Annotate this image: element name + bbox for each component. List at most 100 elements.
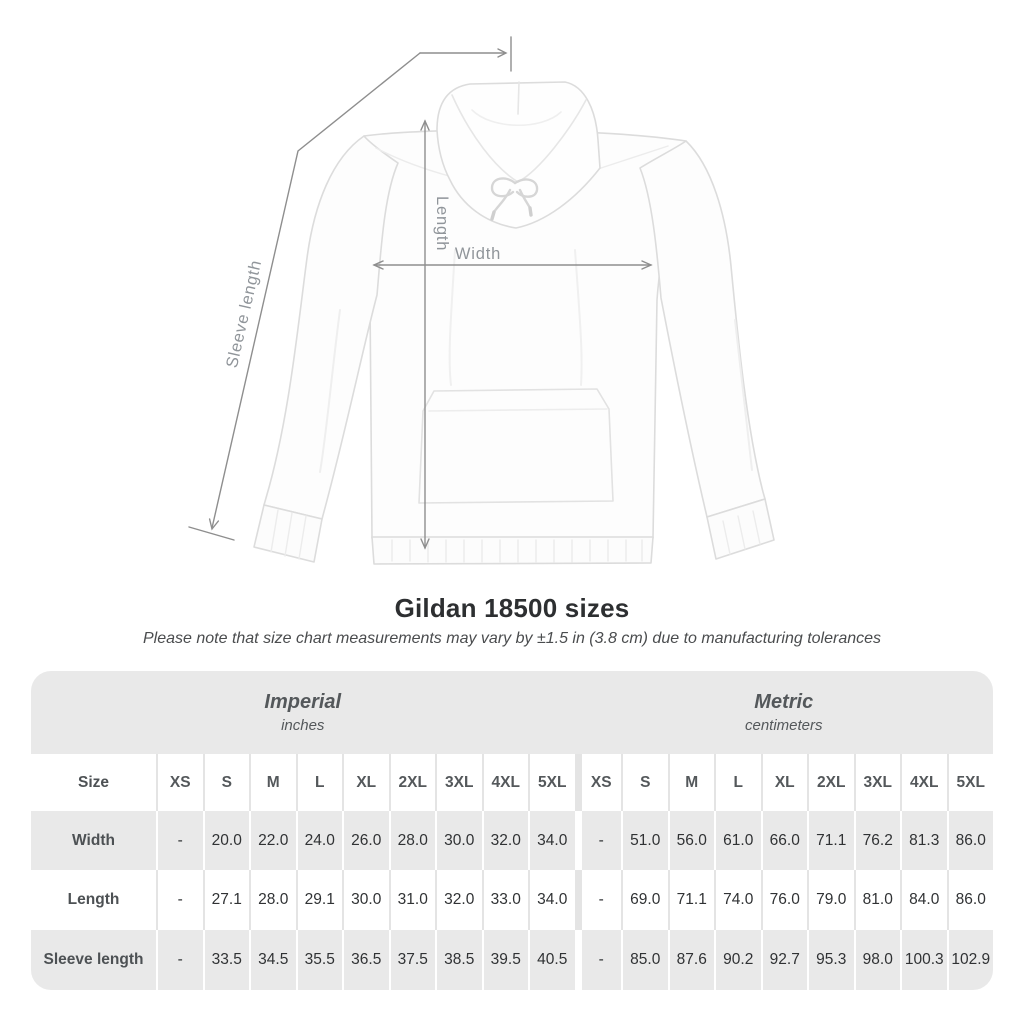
hood-inner-fold (471, 109, 562, 127)
metric-value: 76.2 (853, 811, 900, 870)
imperial-size-header-xs: XS (156, 754, 203, 811)
hood-center-seam (517, 81, 520, 115)
imperial-label: Imperial (264, 691, 342, 713)
body-fold-lines (448, 249, 583, 386)
metric-value: 76.0 (760, 870, 807, 930)
imperial-size-header-s: S (202, 754, 249, 811)
metric-size-header-xl: XL (760, 754, 807, 811)
metric-value: 71.1 (807, 811, 854, 870)
arrowhead-down-left (208, 518, 220, 531)
imperial-value: 27.1 (202, 870, 249, 930)
metric-value: 56.0 (667, 811, 714, 870)
imperial-size-header-3xl: 3XL (435, 754, 482, 811)
imperial-value: 29.1 (295, 870, 342, 930)
imperial-value: 33.5 (202, 930, 249, 990)
imperial-size-header-4xl: 4XL (481, 754, 528, 811)
imperial-value: 40.5 (528, 930, 575, 990)
left-sleeve (263, 135, 399, 520)
imperial-value: 39.5 (481, 930, 528, 990)
arrowhead-right (497, 48, 508, 58)
width-line (372, 260, 653, 270)
imperial-value: 34.5 (249, 930, 296, 990)
imperial-size-header-2xl: 2XL (388, 754, 435, 811)
imperial-value: - (156, 870, 203, 930)
metric-value: 87.6 (667, 930, 714, 990)
imperial-value: 34.0 (528, 870, 575, 930)
metric-value: 81.3 (900, 811, 947, 870)
imperial-value: 28.0 (388, 811, 435, 870)
arrowhead-right (641, 260, 653, 270)
row-label-length: Length (31, 870, 156, 930)
sleeve-length-line (188, 36, 512, 541)
tolerance-note: Please note that size chart measurements… (142, 630, 882, 647)
shoulder-seams (375, 145, 669, 177)
metric-value: - (574, 870, 621, 930)
metric-value: 98.0 (853, 930, 900, 990)
metric-value: 86.0 (946, 870, 993, 930)
metric-size-header-2xl: 2XL (807, 754, 854, 811)
metric-size-header-m: M (667, 754, 714, 811)
arrowhead-up (420, 119, 430, 131)
metric-value: - (574, 811, 621, 870)
imperial-value: 31.0 (388, 870, 435, 930)
imperial-value: 30.0 (342, 870, 389, 930)
size-table: Imperial inches Metric centimeters Size X… (31, 671, 993, 990)
metric-size-header-4xl: 4XL (900, 754, 947, 811)
imperial-value: 37.5 (388, 930, 435, 990)
metric-value: 84.0 (900, 870, 947, 930)
metric-value: 102.9 (946, 930, 993, 990)
metric-value: 74.0 (714, 870, 761, 930)
metric-size-header-5xl: 5XL (946, 754, 993, 811)
metric-value: 69.0 (621, 870, 668, 930)
metric-value: 85.0 (621, 930, 668, 990)
imperial-value: - (156, 930, 203, 990)
arrowhead-left (372, 260, 384, 270)
metric-value: 61.0 (714, 811, 761, 870)
metric-value: 92.7 (760, 930, 807, 990)
hoodie-illustration: Sleeve length Length Width (188, 36, 775, 565)
metric-value: 71.1 (667, 870, 714, 930)
metric-size-header-l: L (714, 754, 761, 811)
right-sleeve-fold (734, 319, 753, 471)
metric-value: 81.0 (853, 870, 900, 930)
metric-size-header-3xl: 3XL (853, 754, 900, 811)
metric-value: - (574, 930, 621, 990)
metric-unit-label: centimeters (744, 717, 823, 734)
imperial-value: 32.0 (435, 870, 482, 930)
row-label-width: Width (31, 811, 156, 870)
imperial-value: 22.0 (249, 811, 296, 870)
imperial-value: 34.0 (528, 811, 575, 870)
left-sleeve-fold (319, 309, 341, 473)
imperial-size-header-m: M (249, 754, 296, 811)
drawstrings (490, 177, 539, 221)
imperial-size-header-5xl: 5XL (528, 754, 575, 811)
metric-size-header-s: S (621, 754, 668, 811)
page-title: Gildan 18500 sizes (394, 593, 630, 623)
imperial-value: 33.0 (481, 870, 528, 930)
imperial-size-header-xl: XL (342, 754, 389, 811)
length-label: Length (433, 196, 451, 251)
imperial-unit-label: inches (281, 717, 325, 734)
imperial-value: 20.0 (202, 811, 249, 870)
metric-value: 95.3 (807, 930, 854, 990)
imperial-value: 24.0 (295, 811, 342, 870)
kangaroo-pocket (418, 388, 614, 504)
metric-value: 66.0 (760, 811, 807, 870)
metric-value: 79.0 (807, 870, 854, 930)
row-label-sleeve-length: Sleeve length (31, 930, 156, 990)
imperial-value: 30.0 (435, 811, 482, 870)
imperial-value: 26.0 (342, 811, 389, 870)
size-column-header: Size (31, 754, 156, 811)
arrowhead-down (420, 538, 430, 550)
cuff-tick (188, 526, 235, 541)
metric-value: 90.2 (714, 930, 761, 990)
imperial-value: 28.0 (249, 870, 296, 930)
metric-value: 100.3 (900, 930, 947, 990)
hoodie-garment (253, 81, 775, 565)
imperial-value: 35.5 (295, 930, 342, 990)
left-cuff-ribs (270, 509, 307, 560)
drawstring-aglets (490, 206, 533, 221)
imperial-value: 36.5 (342, 930, 389, 990)
length-line (420, 119, 430, 550)
hoodie-measurement-diagram: Sleeve length Length Width (188, 36, 775, 565)
